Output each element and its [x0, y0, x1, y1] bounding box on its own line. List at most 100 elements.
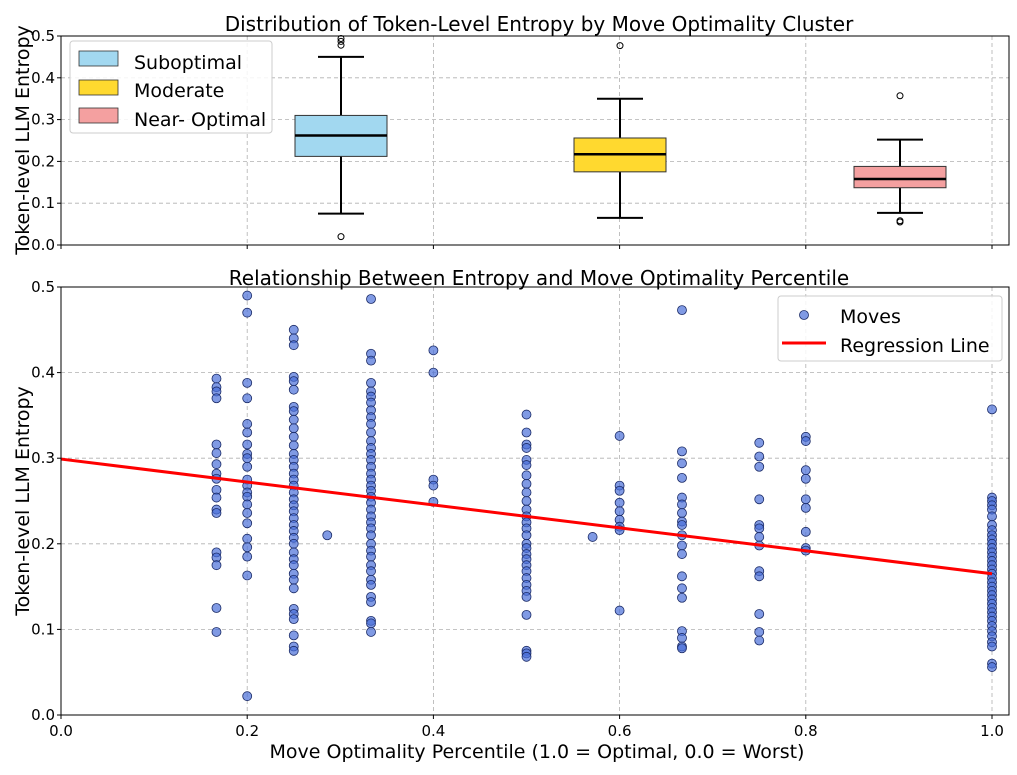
scatter-point — [242, 453, 253, 464]
scatter-point — [521, 591, 532, 602]
box-moderate — [573, 42, 667, 219]
box-outlier — [896, 92, 904, 100]
scatter-point — [754, 609, 765, 619]
scatter-point — [288, 630, 299, 641]
scatter-point — [242, 393, 253, 404]
scatter-point — [800, 526, 811, 537]
scatter-point — [322, 530, 333, 541]
scatter-point — [288, 414, 299, 425]
scatter-y-axis-label: Token-level LLM Entropy — [12, 386, 34, 617]
scatter-point — [366, 355, 376, 366]
scatter-point — [521, 409, 532, 420]
scatter-point — [428, 367, 439, 378]
scatter-point — [677, 633, 687, 643]
scatter-point — [242, 419, 253, 429]
scatter-point — [288, 645, 299, 656]
boxplot-y-tick-label: 0.0 — [31, 236, 55, 254]
scatter-point — [366, 427, 376, 438]
box-suboptimal — [294, 35, 388, 241]
scatter-point — [754, 461, 765, 472]
scatter-title: Relationship Between Entropy and Move Op… — [229, 266, 849, 290]
boxplot-y-tick-label: 0.3 — [31, 111, 55, 129]
boxplot-legend: Suboptimal Moderate Near- Optimal — [69, 40, 273, 134]
scatter-point — [242, 377, 253, 388]
scatter-point — [754, 571, 765, 582]
scatter-y-tick-label: 0.1 — [31, 620, 55, 638]
scatter-point — [242, 551, 253, 562]
scatter-point — [242, 290, 253, 301]
scatter-point — [677, 499, 687, 510]
scatter-point — [614, 605, 625, 616]
scatter-point — [242, 533, 253, 544]
scatter-point — [366, 377, 376, 388]
scatter-point — [987, 641, 997, 652]
scatter-y-tick-label: 0.3 — [31, 449, 55, 467]
scatter-point — [521, 470, 532, 481]
scatter-point — [211, 508, 222, 518]
scatter-point — [677, 571, 687, 582]
legend-swatch-near-optimal — [78, 107, 119, 124]
scatter-point — [366, 294, 376, 304]
scatter-point — [754, 532, 765, 542]
box-outlier — [337, 37, 345, 45]
scatter-point — [677, 520, 687, 530]
scatter-point — [211, 627, 222, 637]
scatter-point — [521, 478, 532, 489]
scatter-point — [754, 627, 765, 637]
scatter-point — [800, 436, 811, 446]
scatter-point — [800, 465, 811, 476]
scatter-point — [242, 307, 253, 318]
scatter-point — [754, 635, 765, 646]
scatter-point — [677, 305, 687, 316]
scatter-point — [428, 480, 439, 491]
box-near-optimal — [853, 92, 947, 226]
box-outlier — [616, 42, 624, 50]
scatter-point — [288, 538, 299, 549]
scatter-legend-frame — [777, 295, 1003, 362]
scatter-x-axis-label: Move Optimality Percentile (1.0 = Optima… — [270, 741, 805, 763]
legend-label-moderate: Moderate — [134, 80, 224, 102]
boxplot-title: Distribution of Token-Level Entropy by M… — [225, 12, 854, 36]
box-outlier — [337, 233, 345, 241]
scatter-x-tick-label: 0.0 — [49, 722, 73, 740]
scatter-point — [677, 508, 687, 518]
scatter-point — [288, 406, 299, 417]
scatter-x-tick-label: 0.6 — [608, 722, 632, 740]
scatter-point — [614, 497, 625, 508]
scatter-point — [242, 427, 253, 438]
scatter-legend: Moves Regression Line — [777, 295, 1003, 362]
scatter-point — [677, 472, 687, 483]
scatter-point — [587, 532, 598, 542]
scatter-point — [521, 609, 532, 620]
scatter-point — [754, 494, 765, 505]
scatter-point — [288, 440, 299, 451]
scatter-point — [242, 439, 253, 450]
scatter-point — [288, 431, 299, 442]
scatter-x-tick-label: 0.2 — [235, 722, 259, 740]
scatter-point — [211, 459, 222, 470]
scatter-panel: 0.0 0.1 0.2 0.3 0.4 0.5 0.0 0.2 0.4 0.6 0.8 1.0 Re… — [12, 266, 1010, 763]
scatter-point — [211, 439, 222, 450]
scatter-point — [521, 443, 532, 453]
scatter-point — [242, 570, 253, 581]
scatter-point — [288, 560, 299, 571]
scatter-point — [677, 583, 687, 594]
scatter-point — [614, 485, 625, 496]
box-iqr — [853, 165, 947, 189]
boxplot-y-axis-label: Token-level LLM Entropy — [12, 25, 34, 256]
scatter-point — [288, 583, 299, 594]
scatter-y-tick-label: 0.5 — [31, 278, 55, 296]
scatter-point — [366, 597, 376, 607]
scatter-point — [754, 523, 765, 534]
scatter-y-tick-label: 0.4 — [31, 364, 55, 382]
scatter-y-tick-label: 0.0 — [31, 706, 55, 724]
scatter-point — [800, 494, 811, 505]
legend-label-near-optimal: Near- Optimal — [134, 109, 266, 131]
scatter-x-tick-label: 0.4 — [421, 722, 445, 740]
scatter-point — [366, 618, 376, 629]
scatter-point — [677, 458, 687, 469]
boxplot-frame — [60, 35, 1010, 246]
scatter-point — [521, 460, 532, 470]
scatter-point — [754, 451, 765, 462]
scatter-point — [242, 499, 253, 510]
